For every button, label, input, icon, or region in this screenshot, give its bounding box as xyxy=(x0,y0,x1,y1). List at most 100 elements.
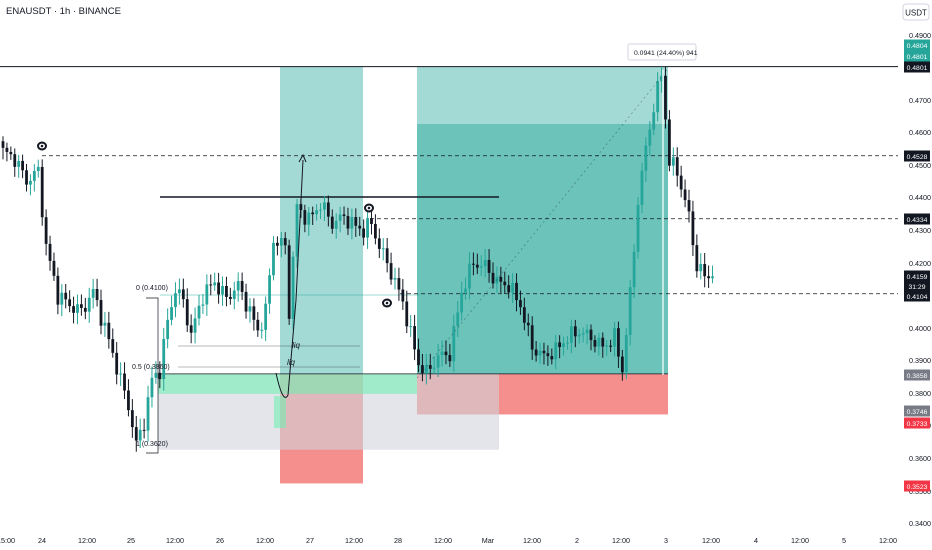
candle-body xyxy=(287,245,291,319)
candle-body xyxy=(675,157,679,176)
symbol-title[interactable]: ENAUSDT · 1h · BINANCE xyxy=(6,6,121,17)
price-tag-label: 0.4801 xyxy=(907,65,928,72)
candle-body xyxy=(452,326,456,362)
candle-body xyxy=(436,355,440,368)
candle-body xyxy=(421,365,424,374)
candle-body xyxy=(83,307,87,312)
x-tick-label: 12:00 xyxy=(345,536,363,545)
candle-body xyxy=(193,318,197,333)
candle-body xyxy=(244,291,248,312)
candle-body xyxy=(127,390,130,411)
candle-body xyxy=(209,284,213,286)
candle-body xyxy=(134,427,138,441)
eye-icon xyxy=(364,203,374,213)
x-tick-label: 26 xyxy=(216,536,224,545)
candle-body xyxy=(236,281,240,291)
candle-body xyxy=(393,278,397,280)
candle-body xyxy=(5,147,9,152)
x-tick-label: 12:00 xyxy=(791,536,809,545)
candle-body xyxy=(205,284,209,305)
candle-body xyxy=(617,328,620,357)
candle-body xyxy=(162,339,166,380)
candle-body xyxy=(76,304,79,313)
candle-body xyxy=(119,373,122,375)
time-axis[interactable]: 15:002412:002512:002612:002712:002812:00… xyxy=(0,536,897,545)
candle-body xyxy=(448,355,452,362)
candle-body xyxy=(401,289,405,302)
candle-body xyxy=(232,290,236,299)
candle-body xyxy=(479,266,483,268)
fib-label: 0 (0.4100) xyxy=(136,285,168,292)
price-tag xyxy=(904,290,930,302)
candle-body xyxy=(385,248,389,264)
price-tag xyxy=(904,270,930,282)
price-tag xyxy=(904,369,930,381)
candle-body xyxy=(217,282,220,295)
candle-body xyxy=(377,238,381,249)
candle-body xyxy=(370,218,373,224)
candle-body xyxy=(276,242,279,246)
candle-body xyxy=(166,319,170,340)
candle-body xyxy=(189,325,193,333)
x-tick-label: 12:00 xyxy=(702,536,720,545)
candle-body xyxy=(519,300,522,308)
candle-body xyxy=(460,292,464,313)
candle-body xyxy=(566,342,569,344)
candle-body xyxy=(185,299,189,326)
candle-body xyxy=(283,238,287,246)
candle-body xyxy=(181,289,185,300)
candle-body xyxy=(123,373,126,391)
candle-body xyxy=(632,251,636,288)
candle-body xyxy=(138,429,142,441)
x-tick-label: 4 xyxy=(754,536,758,545)
arrow-head xyxy=(298,153,307,163)
candle-body xyxy=(483,259,487,267)
candle-body xyxy=(80,304,83,308)
price-tag xyxy=(904,213,930,225)
x-tick-label: 2 xyxy=(575,536,579,545)
candle-body xyxy=(624,334,628,373)
candle-body xyxy=(354,217,358,226)
fib-label: 1 (0.3620) xyxy=(136,441,168,448)
candle-body xyxy=(562,343,565,348)
candle-body xyxy=(475,264,479,268)
candle-body xyxy=(558,342,562,348)
candle-body xyxy=(687,200,691,212)
candle-body xyxy=(526,322,530,326)
candle-body xyxy=(699,263,703,272)
candle-body xyxy=(424,365,428,374)
candle-body xyxy=(601,337,605,347)
candle-body xyxy=(240,281,244,292)
candle-body xyxy=(656,81,660,113)
currency-button[interactable]: USDT xyxy=(902,3,930,21)
candle-body xyxy=(40,166,44,218)
candle-body xyxy=(597,337,601,347)
price-axis[interactable]: 0.4900 0.4700 0.4600 0.4500 0.4400 0.4300 0.42… xyxy=(909,31,931,528)
demand-zone-wick xyxy=(274,396,286,428)
candle-body xyxy=(268,275,271,304)
candle-body xyxy=(507,285,511,293)
candle-body xyxy=(103,322,107,326)
candle-body xyxy=(707,276,710,279)
fib-label: 0.5 (0.3860) xyxy=(132,364,170,371)
candle-body xyxy=(346,216,350,229)
candle-body xyxy=(142,429,146,431)
candle-body xyxy=(52,260,56,276)
measure-diagonal xyxy=(416,69,668,379)
candle-body xyxy=(444,351,448,356)
x-tick-label: 3 xyxy=(664,536,668,545)
price-tag-label: 31:29 xyxy=(908,284,925,291)
eye-pupil xyxy=(385,301,389,305)
candle-body xyxy=(338,214,342,221)
candle-body xyxy=(87,297,91,312)
candle-body xyxy=(29,180,32,185)
candle-body xyxy=(397,278,401,290)
candle-body xyxy=(99,300,103,326)
candle-body xyxy=(413,326,416,350)
price-tag-label: 0.4801 xyxy=(907,54,928,61)
fib-bracket xyxy=(146,297,159,454)
eye-icon xyxy=(382,298,392,308)
candle-body xyxy=(648,129,652,146)
candle-body xyxy=(330,216,334,229)
